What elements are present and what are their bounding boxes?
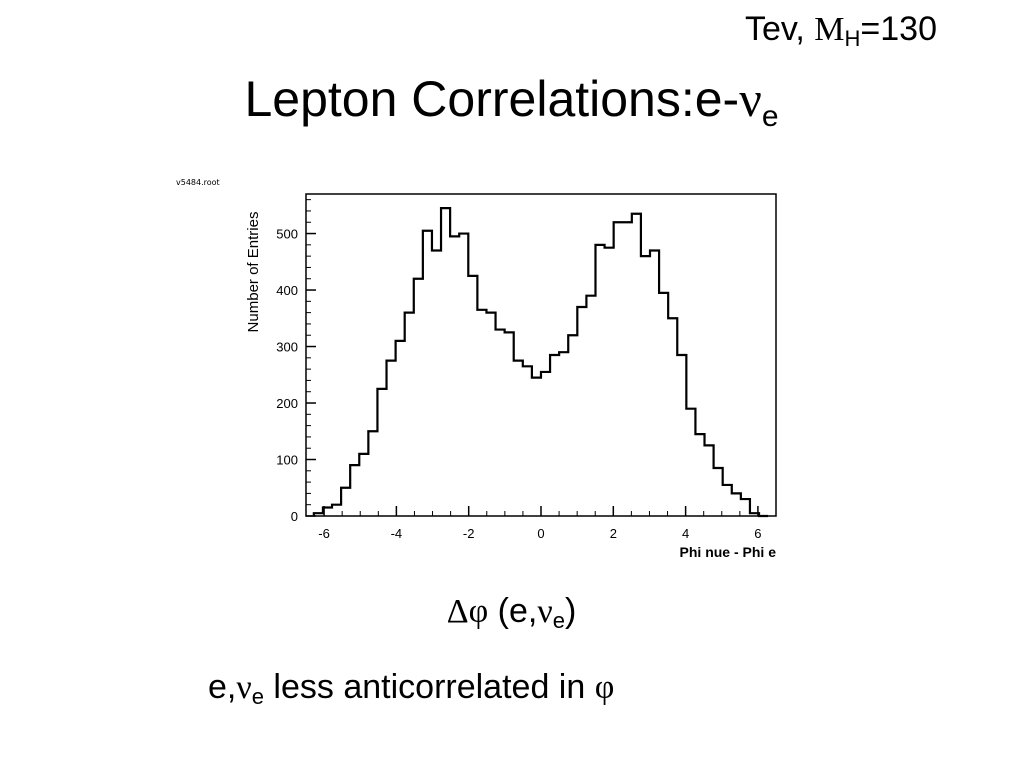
histogram-series xyxy=(312,207,769,518)
x-tick-label: 2 xyxy=(610,526,617,541)
histogram-chart: 0 100 200 300 400 500 -6 -4 -2 0 2 4 6 Number of En… xyxy=(245,193,777,560)
bullet-lead: e, xyxy=(208,668,237,706)
x-tick-label: 0 xyxy=(537,526,544,541)
x-tick-label: -2 xyxy=(463,526,475,541)
y-tick-label: 200 xyxy=(276,396,298,411)
plot-caption: Δφ (e,νe) xyxy=(0,592,1023,634)
bullet-sub: e xyxy=(251,684,264,709)
note-suffix: =130 xyxy=(860,10,937,48)
y-tick-label: 0 xyxy=(291,509,298,524)
x-axis-label: Phi nue - Phi e xyxy=(680,544,777,560)
y-axis-label: Number of Entries xyxy=(245,212,262,333)
y-axis: 0 100 200 300 400 500 xyxy=(276,199,316,524)
bullet-text: less anticorrelated in xyxy=(263,668,595,706)
y-tick-label: 300 xyxy=(276,340,298,355)
caption-delta-phi: Δφ xyxy=(446,593,489,630)
x-axis: -6 -4 -2 0 2 4 6 xyxy=(305,506,777,541)
caption-open: (e, xyxy=(488,592,538,630)
slide-title: Lepton Correlations:e-νe xyxy=(0,70,1023,134)
title-symbol: ν xyxy=(739,71,762,127)
note-sub: H xyxy=(844,26,861,51)
x-tick-label: -4 xyxy=(391,526,403,541)
conclusion-text: e,νe less anticorrelated in φ xyxy=(208,668,614,710)
title-text: Lepton Correlations:e- xyxy=(244,71,740,127)
note-prefix: Tev, xyxy=(745,10,815,48)
plot-frame xyxy=(305,193,777,517)
y-tick-label: 100 xyxy=(276,453,298,468)
x-tick-label: 6 xyxy=(754,526,761,541)
bullet-phi: φ xyxy=(594,669,615,706)
note-symbol: M xyxy=(814,11,845,48)
x-tick-label: 4 xyxy=(682,526,689,541)
caption-sub: e xyxy=(552,608,565,633)
energy-mass-note: Tev, MH=130 xyxy=(745,10,937,52)
title-sub: e xyxy=(761,100,779,133)
x-tick-label: -6 xyxy=(318,526,330,541)
y-tick-label: 500 xyxy=(276,227,298,242)
plot-file-tag: v5484.root xyxy=(176,178,220,187)
caption-nu: ν xyxy=(537,593,553,630)
caption-close: ) xyxy=(564,592,577,630)
y-tick-label: 400 xyxy=(276,283,298,298)
bullet-nu: ν xyxy=(236,669,252,706)
